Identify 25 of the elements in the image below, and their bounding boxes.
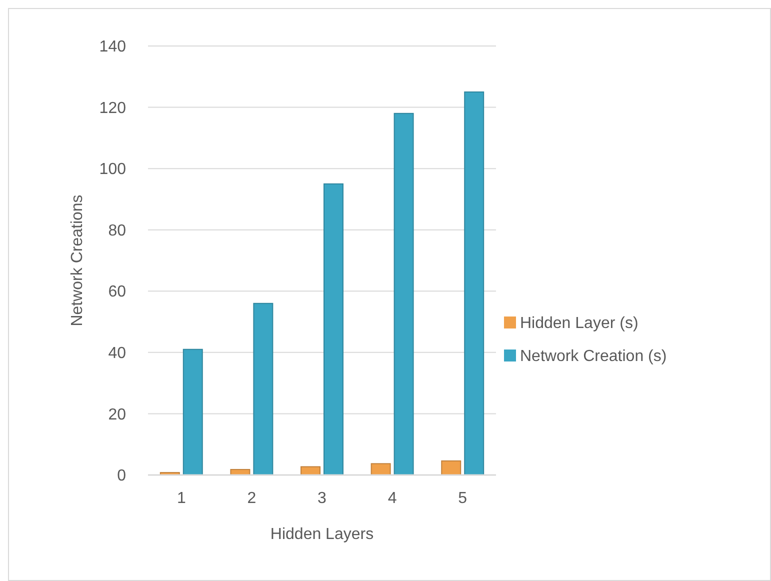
bar — [464, 91, 484, 476]
bar — [182, 348, 203, 476]
x-tick-label: 3 — [318, 490, 327, 507]
bar — [394, 112, 414, 476]
x-tick-label: 4 — [388, 490, 397, 507]
y-tick-label: 120 — [99, 100, 126, 117]
y-tick-label: 140 — [99, 38, 126, 56]
bar — [441, 460, 462, 476]
legend-label: Hidden Layer (s) — [520, 315, 638, 332]
x-tick-label: 2 — [247, 490, 256, 507]
y-axis-title: Network Creations — [69, 194, 86, 326]
x-tick-label: 1 — [176, 490, 186, 507]
bar — [300, 466, 320, 476]
legend-label: Network Creation (s) — [520, 348, 667, 366]
bar — [370, 463, 391, 476]
bar — [253, 302, 274, 476]
bar — [324, 183, 344, 476]
y-tick-label: 80 — [108, 222, 126, 240]
y-tick-label: 20 — [108, 406, 126, 424]
y-tick-label: 60 — [108, 284, 126, 301]
y-tick-label: 40 — [108, 345, 126, 362]
y-tick-label: 0 — [117, 468, 126, 485]
y-tick-label: 100 — [99, 161, 126, 178]
x-axis-title: Hidden Layers — [270, 526, 374, 543]
x-tick-label: 5 — [458, 490, 468, 507]
